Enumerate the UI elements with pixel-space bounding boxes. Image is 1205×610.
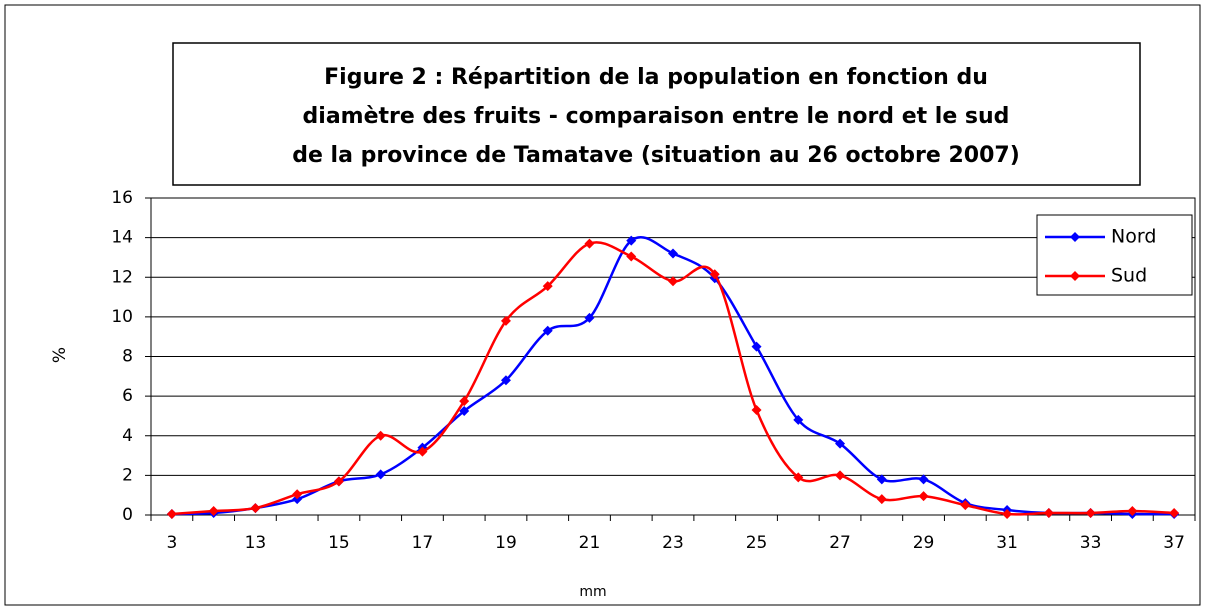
chart-title: Figure 2 : Répartition de la population … xyxy=(324,65,988,90)
y-tick-label: 8 xyxy=(122,347,133,367)
x-tick-label: 13 xyxy=(245,533,267,553)
plot-area xyxy=(150,197,1196,516)
point-marker xyxy=(1002,509,1013,520)
title-box xyxy=(172,42,1141,186)
point-marker xyxy=(250,503,261,514)
x-tick-label: 27 xyxy=(829,533,851,553)
x-tick-label: 17 xyxy=(412,533,434,553)
point-marker xyxy=(751,404,762,415)
y-tick-label: 2 xyxy=(122,465,133,485)
y-tick-label: 16 xyxy=(111,188,133,208)
point-marker xyxy=(542,325,553,336)
x-tick-label: 19 xyxy=(495,533,517,553)
point-marker xyxy=(793,414,804,425)
y-axis-label: % xyxy=(50,347,70,363)
x-tick-label: 3 xyxy=(166,533,177,553)
chart-title: de la province de Tamatave (situation au… xyxy=(292,143,1020,168)
point-marker xyxy=(876,474,887,485)
point-marker xyxy=(835,470,846,481)
point-marker xyxy=(584,238,595,249)
point-marker xyxy=(1043,508,1054,519)
point-marker xyxy=(668,276,678,287)
y-tick-label: 10 xyxy=(111,307,133,327)
y-tick-label: 0 xyxy=(122,505,133,525)
y-tick-label: 4 xyxy=(122,426,133,446)
legend-label: Nord xyxy=(1111,226,1156,248)
x-axis-label: mm xyxy=(579,584,606,600)
x-tick-label: 33 xyxy=(1080,533,1102,553)
x-tick-label: 21 xyxy=(579,533,601,553)
point-marker xyxy=(835,438,846,449)
point-marker xyxy=(584,312,595,323)
legend-marker xyxy=(1070,271,1080,281)
point-marker xyxy=(751,341,762,352)
point-marker xyxy=(166,509,177,520)
point-marker xyxy=(918,491,929,502)
point-marker xyxy=(417,446,428,457)
point-marker xyxy=(542,281,553,292)
point-marker xyxy=(375,469,386,480)
x-tick-label: 23 xyxy=(662,533,684,553)
x-tick-label: 31 xyxy=(996,533,1018,553)
point-marker xyxy=(626,251,637,262)
legend-box xyxy=(1036,214,1193,296)
frame xyxy=(4,4,1201,606)
point-marker xyxy=(918,474,929,485)
y-tick-label: 6 xyxy=(122,386,133,406)
point-marker xyxy=(500,315,511,326)
point-marker xyxy=(459,405,470,416)
x-tick-label: 15 xyxy=(328,533,350,553)
point-marker xyxy=(668,248,678,259)
x-tick-label: 29 xyxy=(913,533,935,553)
point-marker xyxy=(709,269,720,280)
point-marker xyxy=(500,375,511,386)
point-marker xyxy=(208,506,219,517)
point-marker xyxy=(876,494,887,505)
y-tick-label: 12 xyxy=(111,267,133,287)
x-tick-label: 25 xyxy=(746,533,768,553)
point-marker xyxy=(1169,508,1180,519)
point-marker xyxy=(626,235,637,246)
point-marker xyxy=(333,476,344,487)
x-tick-label: 37 xyxy=(1163,533,1185,553)
legend-marker xyxy=(1070,232,1080,242)
point-marker xyxy=(793,472,804,483)
point-marker xyxy=(1085,508,1096,519)
point-marker xyxy=(1127,506,1138,517)
point-marker xyxy=(459,396,470,407)
point-marker xyxy=(292,489,303,500)
y-tick-label: 14 xyxy=(111,228,133,248)
legend-label: Sud xyxy=(1111,265,1147,287)
chart-title: diamètre des fruits - comparaison entre … xyxy=(303,104,1010,129)
point-marker xyxy=(960,500,971,511)
point-marker xyxy=(375,430,386,441)
